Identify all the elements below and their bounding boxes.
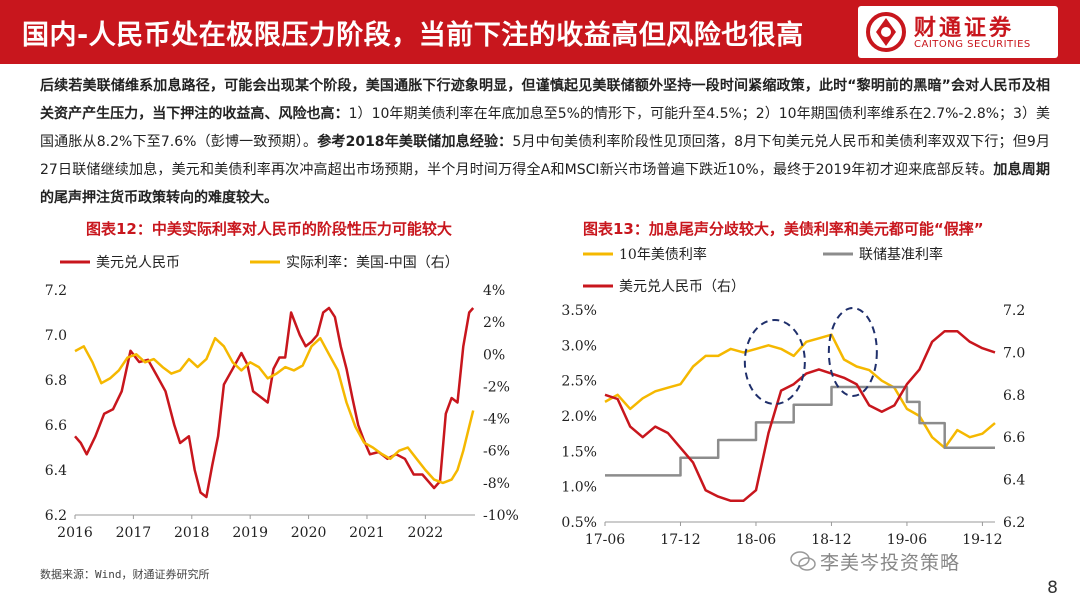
right-tick-label: -4% bbox=[483, 412, 510, 428]
figure-12-title: 图表12：中美实际利率对人民币的阶段性压力可能较大 bbox=[86, 220, 452, 238]
series-line-2 bbox=[605, 385, 995, 477]
x-tick-label: 2017 bbox=[116, 525, 152, 541]
x-tick-label: 17-12 bbox=[660, 532, 700, 548]
x-tick-label: 2022 bbox=[408, 525, 444, 541]
data-source-note: 数据来源：Wind，财通证券研究所 bbox=[40, 568, 210, 581]
caitong-logo-icon bbox=[866, 12, 906, 52]
left-tick-label: 3.0% bbox=[561, 338, 597, 354]
chart-12: 美元兑人民币 实际利率：美国-中国（右） 6.2 6.4 6.6 6.8 7.0 7.2 -10… bbox=[45, 254, 519, 541]
left-tick-label: 7.0 bbox=[45, 328, 67, 344]
right-tick-label: -10% bbox=[483, 508, 519, 524]
body-reference-text: 5月中旬美债利率阶段性见顶回落，8月下旬美元兑人民币和美债利率双双下行；但9月2… bbox=[40, 134, 1050, 178]
legend-label-2: 实际利率：美国-中国（右） bbox=[286, 254, 459, 271]
x-tick-label: 17-06 bbox=[585, 532, 625, 548]
left-tick-label: 1.0% bbox=[561, 480, 597, 496]
left-tick-label: 6.6 bbox=[45, 418, 67, 434]
x-tick-label: 2016 bbox=[57, 525, 93, 541]
header-bar: 国内-人民币处在极限压力阶段，当前下注的收益高但风险也很高 财通证券 CAITO… bbox=[0, 0, 1080, 64]
x-tick-label: 19-12 bbox=[962, 532, 1002, 548]
highlight-ellipse-2 bbox=[827, 307, 878, 397]
x-tick-label: 2021 bbox=[349, 525, 385, 541]
left-tick-label: 6.2 bbox=[45, 508, 67, 524]
left-tick-label: 1.5% bbox=[561, 444, 597, 460]
page-number: 8 bbox=[1047, 578, 1058, 598]
left-tick-label: 6.8 bbox=[45, 373, 67, 389]
left-tick-label: 0.5% bbox=[561, 515, 597, 531]
x-tick-label: 2019 bbox=[232, 525, 268, 541]
legend-label-1: 美元兑人民币 bbox=[96, 255, 180, 271]
company-logo: 财通证券 CAITONG SECURITIES bbox=[858, 6, 1058, 58]
right-tick-label: 0% bbox=[483, 347, 505, 363]
right-tick-label: 6.2 bbox=[1003, 515, 1025, 531]
body-points: 1）10年期美债利率在年底加息至5%的情形下，可能升至4.5%；2）10年期国债… bbox=[40, 106, 1051, 150]
right-tick-label: 4% bbox=[483, 283, 505, 299]
body-reference-bold: 参考2018年美联储加息经验： bbox=[317, 134, 513, 150]
body-lead-bold: 后续若美联储维系加息路径，可能会出现某个阶段，美国通胀下行迹象明显，但谨慎起见美… bbox=[40, 78, 1050, 122]
logo-chinese-name: 财通证券 bbox=[914, 16, 1015, 41]
series-line-1 bbox=[74, 306, 475, 499]
x-tick-label: 2018 bbox=[174, 525, 210, 541]
series-line-2 bbox=[74, 336, 475, 485]
left-tick-label: 6.4 bbox=[45, 463, 67, 479]
left-tick-label: 2.5% bbox=[561, 374, 597, 390]
body-conclusion-bold: 加息周期的尾声押注货币政策转向的难度较大。 bbox=[40, 162, 1050, 206]
x-tick-label: 18-12 bbox=[811, 532, 851, 548]
legend-label-2: 联储基准利率 bbox=[859, 246, 943, 263]
x-tick-label: 2020 bbox=[291, 525, 327, 541]
watermark-text: 李美岑投资策略 bbox=[820, 552, 961, 574]
wechat-icon bbox=[790, 551, 816, 571]
figure-13-title: 图表13：加息尾声分歧较大，美债利率和美元都可能“假摔” bbox=[583, 220, 984, 238]
series-line-3 bbox=[604, 329, 996, 503]
x-tick-label: 18-06 bbox=[736, 532, 776, 548]
x-tick-label: 19-06 bbox=[887, 532, 927, 548]
body-paragraph: 后续若美联储维系加息路径，可能会出现某个阶段，美国通胀下行迹象明显，但谨慎起见美… bbox=[40, 72, 1050, 212]
legend-label-3: 美元兑人民币（右） bbox=[619, 279, 745, 295]
right-tick-label: 6.4 bbox=[1003, 473, 1025, 489]
right-tick-label: 7.2 bbox=[1003, 303, 1025, 319]
logo-english-name: CAITONG SECURITIES bbox=[914, 39, 1031, 50]
right-tick-label: 6.8 bbox=[1003, 388, 1025, 404]
right-tick-label: 7.0 bbox=[1003, 345, 1025, 361]
left-tick-label: 2.0% bbox=[561, 409, 597, 425]
right-tick-label: -2% bbox=[483, 379, 510, 395]
left-tick-label: 3.5% bbox=[561, 303, 597, 319]
right-tick-label: -8% bbox=[483, 476, 510, 492]
left-tick-label: 7.2 bbox=[45, 283, 67, 299]
right-tick-label: -6% bbox=[483, 444, 510, 460]
legend-label-1: 10年美债利率 bbox=[619, 246, 707, 263]
highlight-ellipse-1 bbox=[743, 319, 806, 405]
series-line-1 bbox=[604, 333, 996, 450]
page-title: 国内-人民币处在极限压力阶段，当前下注的收益高但风险也很高 bbox=[22, 20, 804, 51]
right-tick-label: 6.6 bbox=[1003, 430, 1025, 446]
right-tick-label: 2% bbox=[483, 315, 505, 331]
